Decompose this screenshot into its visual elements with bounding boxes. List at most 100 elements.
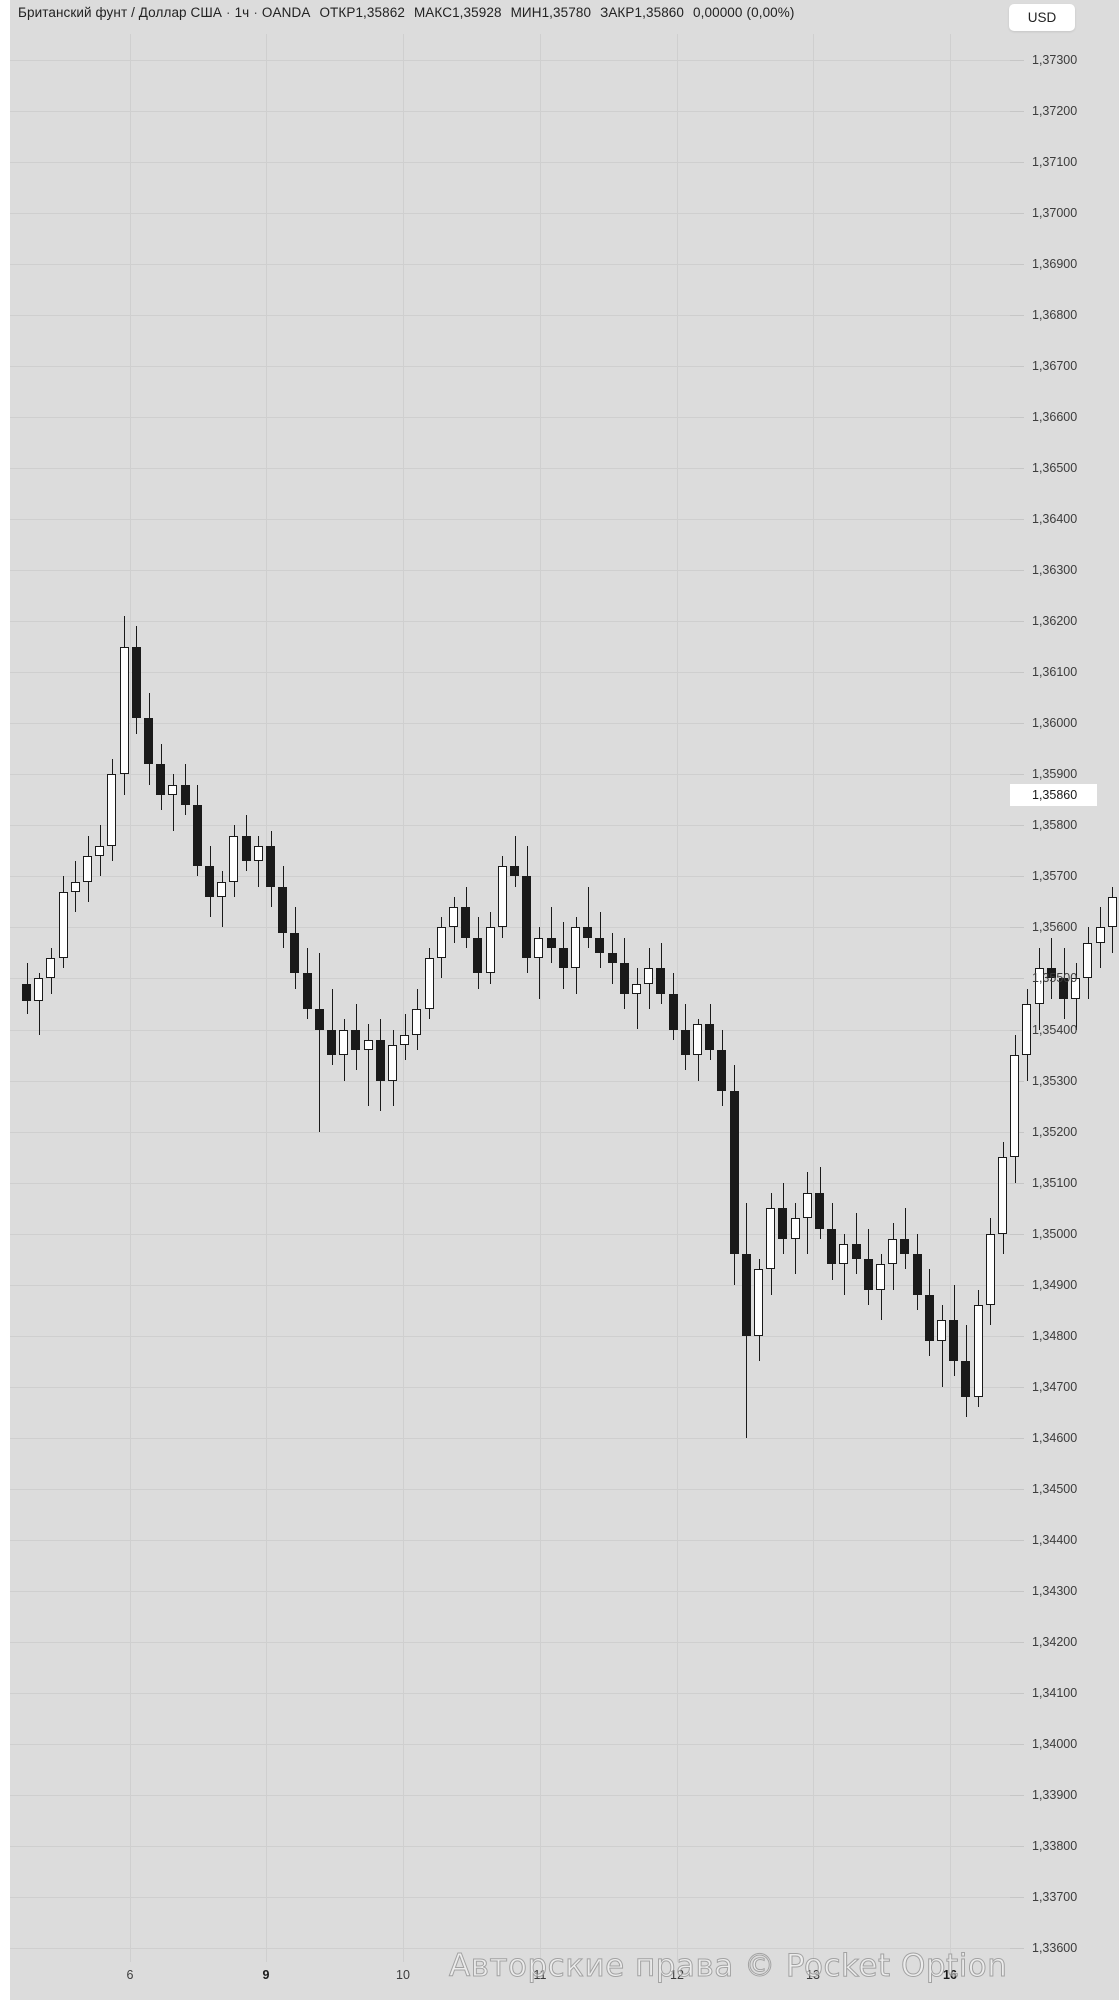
grid-line-horizontal [10, 1591, 1010, 1592]
price-axis-label: 1,36000 [1032, 716, 1078, 731]
candle-body-up [168, 784, 178, 795]
grid-line-horizontal [10, 1642, 1010, 1643]
price-tick-mark [1010, 825, 1024, 826]
grid-line-horizontal [10, 927, 1010, 928]
candle-body-down [302, 973, 312, 1010]
candle-body-down [180, 784, 190, 805]
legend-low-value: 1,35780 [541, 5, 592, 20]
candle-body-down [473, 937, 483, 974]
candle-body-down [961, 1361, 971, 1397]
candle-body-up [693, 1024, 702, 1056]
price-axis-label: 1,34500 [1032, 1481, 1078, 1496]
candle-wick [942, 1305, 943, 1387]
candle-body-down [156, 764, 166, 795]
candle-body-down [546, 937, 556, 948]
price-tick-mark [1010, 927, 1024, 928]
candle-body-up [229, 835, 239, 882]
candle-body-up [888, 1238, 898, 1265]
candle-body-down [1046, 968, 1056, 979]
price-tick-mark [1010, 621, 1024, 622]
legend-open-value: 1,35862 [355, 5, 405, 20]
candle-body-down [375, 1039, 385, 1081]
candle-wick [368, 1024, 369, 1107]
legend-high-value: 1,35928 [452, 5, 502, 20]
currency-button[interactable]: USD [1009, 4, 1075, 31]
candle-body-up [1022, 1004, 1032, 1056]
candle-body-up [766, 1208, 776, 1270]
legend-change-pct: (0,00%) [746, 5, 795, 20]
grid-line-horizontal [10, 1897, 1010, 1898]
price-axis-label: 1,34300 [1032, 1583, 1078, 1598]
grid-line-horizontal [10, 213, 1010, 214]
candle-body-down [510, 866, 519, 877]
price-tick-mark [1010, 1897, 1024, 1898]
candle-body-up [1034, 968, 1044, 1004]
grid-line-horizontal [10, 417, 1010, 418]
time-axis-label: 10 [396, 1968, 410, 1982]
price-tick-mark [1010, 1285, 1024, 1286]
price-axis-label: 1,37300 [1032, 53, 1078, 67]
candle-body-down [241, 835, 251, 862]
price-tick-mark [1010, 1030, 1024, 1031]
candle-body-up [632, 983, 641, 994]
grid-line-horizontal [10, 162, 1010, 163]
price-axis-label: 1,35300 [1032, 1073, 1078, 1088]
legend-separator-2: · [253, 5, 258, 20]
price-tick-mark [1010, 1234, 1024, 1235]
candle-body-up [400, 1034, 410, 1045]
price-axis-label: 1,34100 [1032, 1685, 1078, 1700]
candle-wick [905, 1208, 906, 1270]
grid-line-horizontal [10, 315, 1010, 316]
price-tick-mark [1010, 162, 1024, 163]
price-axis-label: 1,35900 [1032, 767, 1078, 782]
grid-line-horizontal [10, 60, 1010, 61]
price-axis-label: 1,34200 [1032, 1634, 1078, 1649]
time-scale-background[interactable] [10, 1962, 1010, 2000]
candle-body-down [22, 983, 31, 1002]
price-axis-label: 1,35000 [1032, 1226, 1078, 1241]
price-axis-label: 1,35400 [1032, 1022, 1078, 1037]
price-tick-mark [1010, 1387, 1024, 1388]
price-axis-label: 1,37000 [1032, 206, 1078, 221]
candle-body-up [1107, 896, 1117, 928]
legend-high-label: МАКС [413, 5, 453, 20]
grid-line-vertical [540, 34, 541, 1962]
legend-low-label: МИН [510, 5, 542, 20]
grid-line-horizontal [10, 1438, 1010, 1439]
grid-line-horizontal [10, 876, 1010, 877]
price-axis-label: 1,34800 [1032, 1328, 1078, 1343]
candle-body-up [424, 958, 434, 1010]
candle-body-down [827, 1228, 837, 1265]
candle-body-down [900, 1238, 910, 1255]
candle-body-down [192, 804, 202, 867]
candle-body-up [937, 1320, 946, 1341]
candle-wick [588, 886, 589, 948]
candle-wick [637, 968, 638, 1030]
price-tick-mark [1010, 1795, 1024, 1796]
candle-body-up [802, 1192, 812, 1219]
legend-exchange[interactable]: OANDA [261, 5, 311, 20]
candle-wick [551, 907, 552, 964]
candle-wick [173, 774, 174, 831]
candle-body-up [1083, 942, 1093, 979]
candle-wick [844, 1233, 845, 1295]
candle-body-down [680, 1029, 690, 1055]
candle-body-up [83, 856, 92, 882]
time-axis-label: 6 [126, 1968, 134, 1982]
price-tick-mark [1010, 1183, 1024, 1184]
candle-body-up [217, 881, 227, 897]
price-axis-label: 1,34600 [1032, 1430, 1078, 1445]
grid-line-horizontal [10, 1387, 1010, 1388]
price-axis-label: 1,36200 [1032, 614, 1078, 629]
legend-instrument[interactable]: Британский фунт / Доллар США [18, 5, 222, 20]
candle-body-down [863, 1259, 873, 1290]
legend-timeframe[interactable]: 1ч [234, 5, 250, 20]
price-axis-label: 1,36700 [1032, 359, 1078, 374]
legend-close-label: ЗАКР [600, 5, 635, 20]
grid-line-horizontal [10, 1132, 1010, 1133]
candle-wick [222, 871, 223, 928]
price-tick-mark [1010, 213, 1024, 214]
price-tick-mark [1010, 1591, 1024, 1592]
grid-line-horizontal [10, 723, 1010, 724]
candle-body-up [363, 1039, 373, 1050]
